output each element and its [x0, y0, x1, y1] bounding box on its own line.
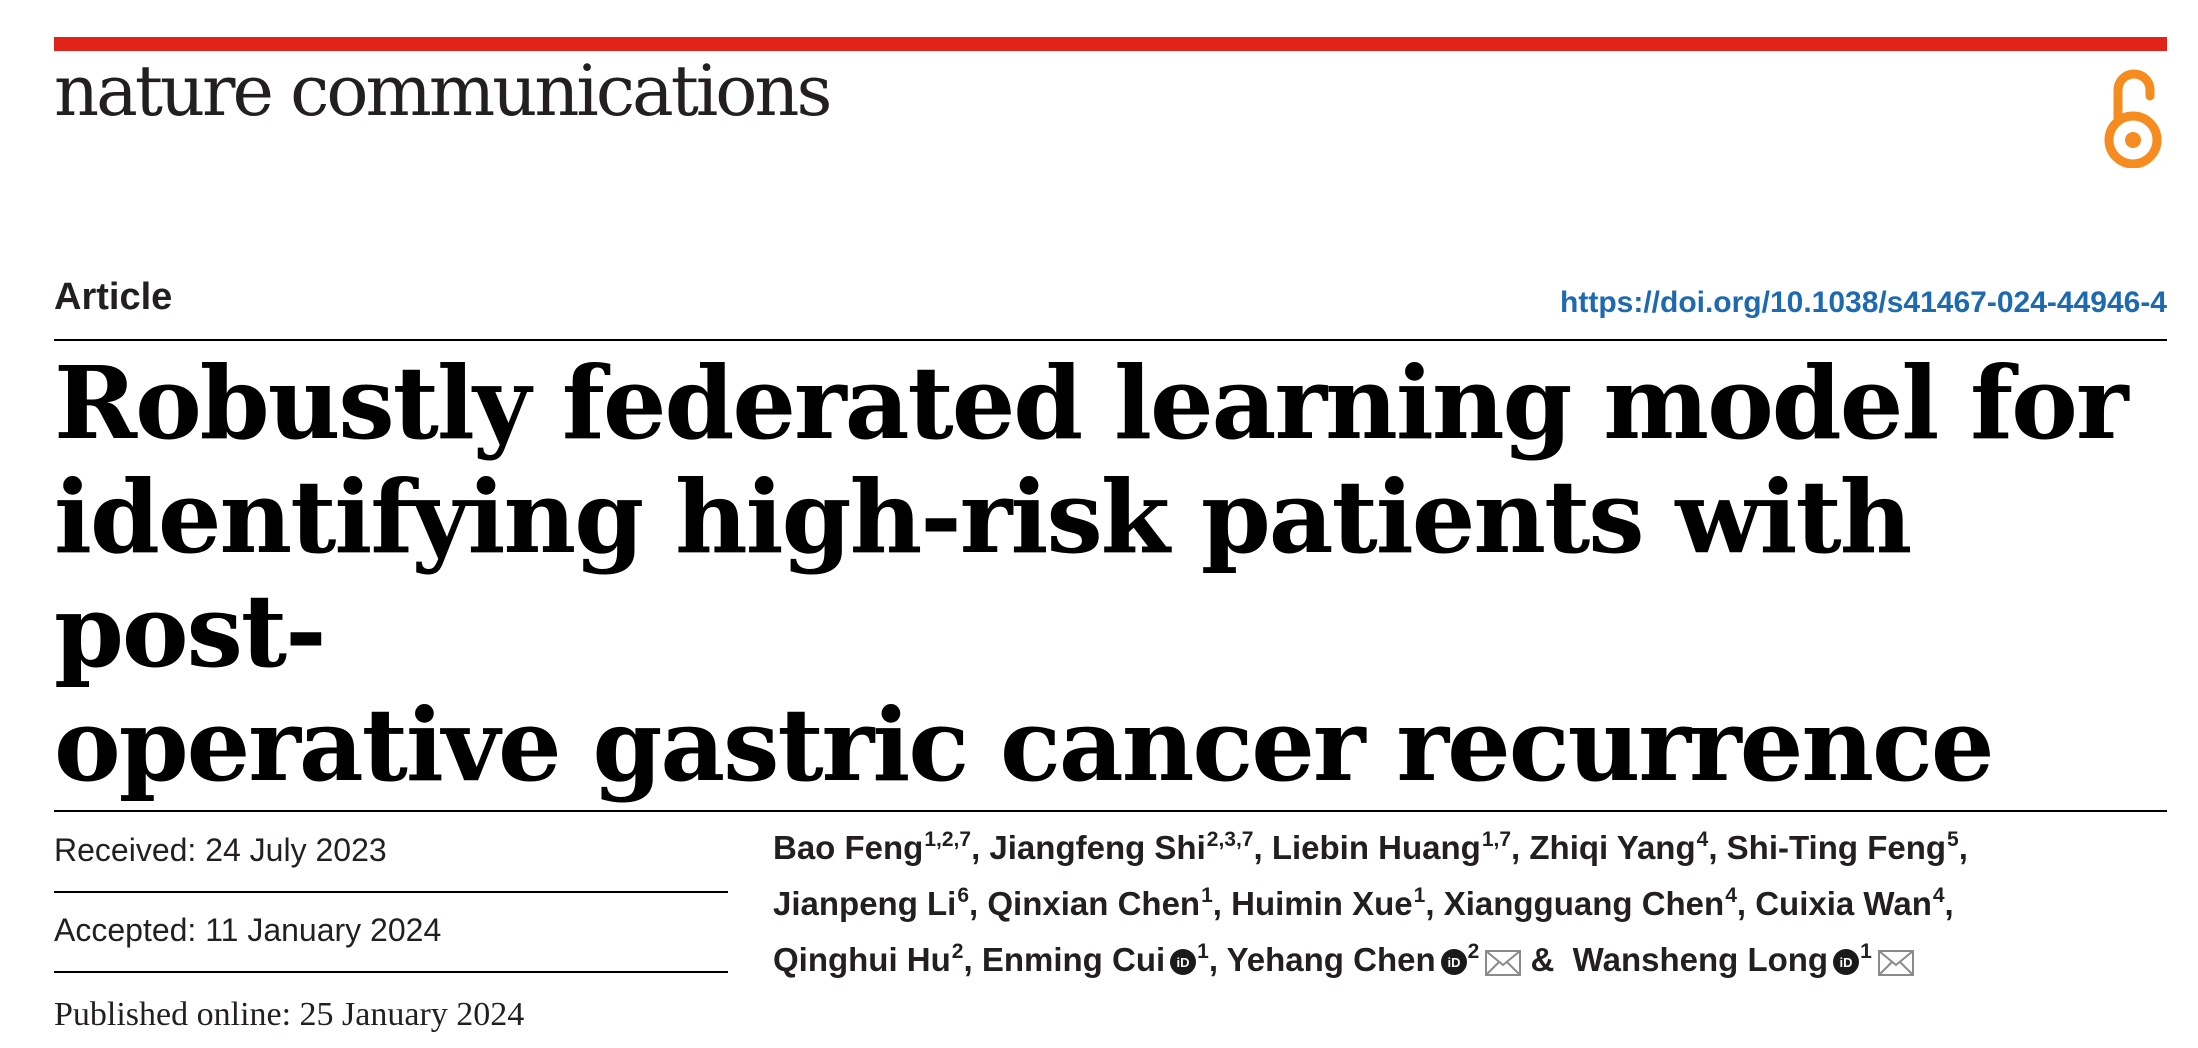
- author-name[interactable]: Wansheng Long: [1572, 941, 1829, 978]
- affiliation-superscript: 4: [1696, 828, 1709, 851]
- journal-accent-bar: [54, 37, 2167, 51]
- mail-icon[interactable]: [1485, 950, 1522, 976]
- author-name[interactable]: Jiangfeng Shi: [989, 829, 1206, 866]
- author-item: Huimin Xue1,: [1231, 884, 1444, 922]
- date-divider: [54, 891, 728, 893]
- title-line: Robustly federated learning model for: [54, 344, 2129, 462]
- author-separator: ,: [1253, 829, 1272, 866]
- article-title: Robustly federated learning model for id…: [54, 346, 2154, 802]
- affiliation-superscript: 1,7: [1481, 828, 1512, 851]
- author-item: Jiangfeng Shi2,3,7,: [989, 828, 1272, 866]
- open-access-icon: [2104, 69, 2162, 168]
- author-name[interactable]: Huimin Xue: [1231, 885, 1413, 922]
- affiliation-superscript: 5: [1947, 828, 1959, 851]
- author-item: Xiangguang Chen4,: [1443, 884, 1756, 922]
- author-name[interactable]: Qinghui Hu: [773, 941, 951, 978]
- affiliation-superscript: 2,3,7: [1206, 828, 1254, 851]
- affiliation-superscript: 1: [1201, 884, 1213, 907]
- author-separator: &: [1521, 941, 1564, 978]
- author-item: Wansheng Long iD 1: [1572, 940, 1914, 978]
- author-name[interactable]: Cuixia Wan: [1755, 885, 1932, 922]
- received-date: Received: 24 July 2023: [54, 832, 387, 868]
- orcid-icon[interactable]: iD: [1170, 949, 1197, 975]
- author-name[interactable]: Jianpeng Li: [773, 885, 957, 922]
- author-separator: ,: [969, 885, 988, 922]
- affiliation-superscript: 1: [1197, 940, 1209, 963]
- affiliation-superscript: 4: [1725, 884, 1737, 907]
- author-item: Liebin Huang1,7,: [1271, 828, 1530, 866]
- author-separator: ,: [1958, 829, 1968, 866]
- affiliation-superscript: 1: [1413, 884, 1426, 907]
- author-separator: ,: [1212, 885, 1232, 922]
- author-item: Qinxian Chen1,: [987, 884, 1232, 922]
- author-item: Bao Feng1,2,7,: [773, 828, 990, 866]
- affiliation-superscript: 1,2,7: [924, 828, 972, 851]
- title-line: identifying high-risk patients with post…: [54, 458, 1912, 690]
- title-line: operative gastric cancer recurrence: [54, 686, 1995, 804]
- author-item: Yehang Chen iD 2 &: [1226, 940, 1564, 978]
- author-item: Cuixia Wan4,: [1755, 884, 1954, 922]
- author-item: Jianpeng Li6,: [773, 884, 988, 922]
- author-item: Zhiqi Yang4,: [1529, 828, 1727, 866]
- orcid-icon[interactable]: iD: [1833, 949, 1860, 975]
- author-separator: ,: [1708, 829, 1727, 866]
- mail-icon[interactable]: [1877, 950, 1914, 976]
- author-separator: ,: [1944, 885, 1954, 922]
- author-separator: ,: [963, 941, 982, 978]
- svg-text:iD: iD: [1447, 955, 1460, 970]
- author-separator: ,: [1208, 941, 1227, 978]
- authors-divider: [54, 810, 2167, 812]
- affiliation-superscript: 6: [957, 884, 970, 907]
- author-name[interactable]: Zhiqi Yang: [1529, 829, 1696, 866]
- published-date: Published online: 25 January 2024: [54, 996, 525, 1033]
- author-separator: ,: [971, 829, 990, 866]
- affiliation-superscript: 1: [1860, 940, 1872, 963]
- affiliation-superscript: 2: [1467, 940, 1480, 963]
- author-separator: ,: [1511, 829, 1530, 866]
- svg-text:iD: iD: [1177, 955, 1190, 970]
- author-item: Shi-Ting Feng5,: [1726, 828, 1968, 866]
- article-type-label: Article: [54, 276, 173, 318]
- author-item: Qinghui Hu2,: [773, 940, 982, 978]
- author-name[interactable]: Xiangguang Chen: [1443, 885, 1725, 922]
- author-name[interactable]: Qinxian Chen: [987, 885, 1201, 922]
- date-divider: [54, 971, 728, 973]
- title-divider: [54, 339, 2167, 341]
- author-name[interactable]: Liebin Huang: [1271, 829, 1481, 866]
- svg-text:iD: iD: [1840, 955, 1853, 970]
- author-separator: ,: [1736, 885, 1756, 922]
- author-name[interactable]: Shi-Ting Feng: [1726, 829, 1947, 866]
- journal-name: nature communications: [54, 50, 832, 132]
- doi-link[interactable]: https://doi.org/10.1038/s41467-024-44946…: [1560, 286, 2167, 319]
- author-name[interactable]: Enming Cui: [981, 941, 1166, 978]
- author-name[interactable]: Bao Feng: [773, 829, 924, 866]
- affiliation-superscript: 2: [951, 940, 964, 963]
- author-item: Enming Cui iD 1,: [981, 940, 1227, 978]
- accepted-date: Accepted: 11 January 2024: [54, 912, 442, 948]
- author-list: Bao Feng1,2,7, Jiangfeng Shi2,3,7, Liebi…: [773, 822, 2163, 990]
- author-name[interactable]: Yehang Chen: [1226, 941, 1436, 978]
- affiliation-superscript: 4: [1932, 884, 1945, 907]
- author-separator: ,: [1425, 885, 1444, 922]
- orcid-icon[interactable]: iD: [1440, 949, 1467, 975]
